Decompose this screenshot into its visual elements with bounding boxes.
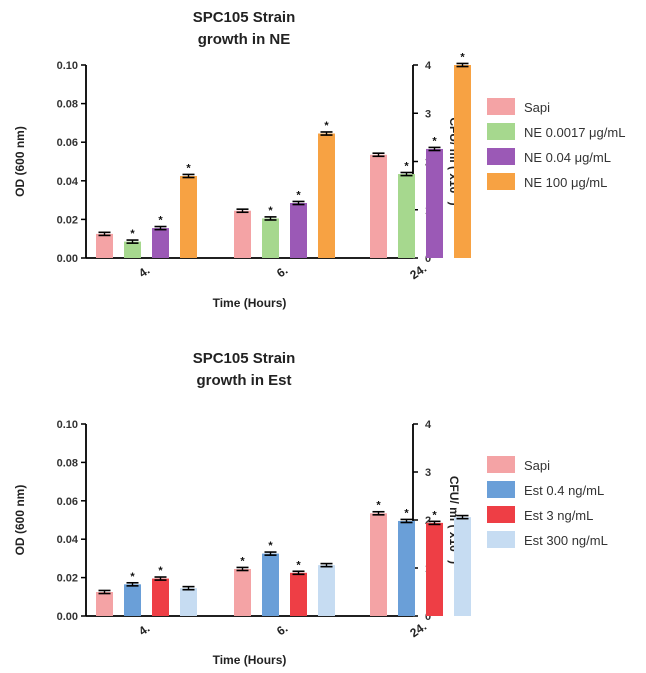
significance-marker: * <box>432 135 437 147</box>
bar <box>454 65 471 258</box>
bar <box>426 148 443 258</box>
bar <box>234 210 251 258</box>
legend-label: NE 0.0017 μg/mL <box>524 125 625 140</box>
legend-label: NE 0.04 μg/mL <box>524 150 611 165</box>
bar <box>398 520 415 616</box>
y2-tick-label: 4 <box>425 60 432 72</box>
significance-marker: * <box>158 565 163 577</box>
bar <box>96 233 113 258</box>
significance-marker: * <box>324 120 329 132</box>
y-tick-label: 0.06 <box>57 496 78 508</box>
legend-swatch <box>487 148 515 165</box>
significance-marker: * <box>240 555 245 567</box>
bar <box>152 228 169 258</box>
x-axis-label: Time (Hours) <box>213 296 287 310</box>
legend-swatch <box>487 456 515 473</box>
bar <box>96 592 113 616</box>
bar <box>290 572 307 616</box>
bar <box>262 218 279 258</box>
bar <box>124 584 141 616</box>
bar <box>180 175 197 258</box>
x-axis-label: Time (Hours) <box>213 653 287 667</box>
legend-label: NE 100 μg/mL <box>524 175 607 190</box>
legend-swatch <box>487 98 515 115</box>
y-axis-label: OD (600 nm) <box>13 485 27 556</box>
significance-marker: * <box>296 189 301 201</box>
bar <box>124 241 141 258</box>
bar <box>234 568 251 616</box>
y2-tick-label: 3 <box>425 467 431 479</box>
x-tick-label: 6. <box>274 621 290 638</box>
bar <box>398 174 415 258</box>
y-tick-label: 0.10 <box>57 419 78 431</box>
significance-marker: * <box>432 509 437 521</box>
legend-swatch <box>487 123 515 140</box>
significance-marker: * <box>404 161 409 173</box>
legend-label: Est 0.4 ng/mL <box>524 483 604 498</box>
y-tick-label: 0.08 <box>57 99 78 111</box>
significance-marker: * <box>130 228 135 240</box>
legend-swatch <box>487 481 515 498</box>
bar <box>426 522 443 616</box>
significance-marker: * <box>268 540 273 552</box>
bar <box>318 565 335 616</box>
chart-ne-growth: SPC105 Strain growth in NE 0.00 0.02 0.04 0.0… <box>13 9 625 310</box>
y-tick-label: 0.02 <box>57 214 78 226</box>
legend-swatch <box>487 506 515 523</box>
chart-title-line: growth in NE <box>198 31 291 48</box>
significance-marker: * <box>186 162 191 174</box>
y-tick-label: 0.02 <box>57 573 78 585</box>
x-tick-label: 6. <box>274 263 290 280</box>
y-tick-label: 0.08 <box>57 457 78 469</box>
y-tick-label: 0.04 <box>57 534 79 546</box>
y2-tick-label: 0 <box>425 253 431 265</box>
bar <box>370 513 387 616</box>
legend-swatch <box>487 173 515 190</box>
significance-marker: * <box>296 559 301 571</box>
y2-tick-label: 4 <box>425 419 432 431</box>
y-tick-label: 0.00 <box>57 611 78 623</box>
chart-title-line: SPC105 Strain <box>193 9 296 26</box>
legend-label: Est 300 ng/mL <box>524 533 608 548</box>
legend-label: Sapi <box>524 100 550 115</box>
significance-marker: * <box>460 51 465 63</box>
y-tick-label: 0.10 <box>57 60 78 72</box>
x-tick-label: 4. <box>136 263 152 280</box>
significance-marker: * <box>268 205 273 217</box>
bar <box>290 202 307 258</box>
bar <box>318 133 335 258</box>
legend-label: Est 3 ng/mL <box>524 508 593 523</box>
significance-marker: * <box>376 500 381 512</box>
y2-tick-label: 3 <box>425 108 431 120</box>
x-tick-label: 4. <box>136 621 152 638</box>
legend-label: Sapi <box>524 458 550 473</box>
significance-marker: * <box>158 215 163 227</box>
y-tick-label: 0.00 <box>57 253 78 265</box>
y-tick-label: 0.04 <box>57 176 79 188</box>
bar <box>370 154 387 258</box>
significance-marker: * <box>130 571 135 583</box>
y-axis-label: OD (600 nm) <box>13 126 27 197</box>
bar <box>262 553 279 616</box>
bar <box>152 578 169 616</box>
chart-title-line: growth in Est <box>197 372 292 389</box>
bar <box>454 517 471 616</box>
y2-tick-label: 2 <box>425 515 431 527</box>
bar <box>180 588 197 616</box>
significance-marker: * <box>404 507 409 519</box>
legend-swatch <box>487 531 515 548</box>
y2-tick-label: 0 <box>425 611 431 623</box>
chart-title-line: SPC105 Strain <box>193 350 296 367</box>
y-tick-label: 0.06 <box>57 137 78 149</box>
chart-est-growth: SPC105 Strain growth in Est 0.00 0.02 0.04 0.… <box>13 350 608 667</box>
